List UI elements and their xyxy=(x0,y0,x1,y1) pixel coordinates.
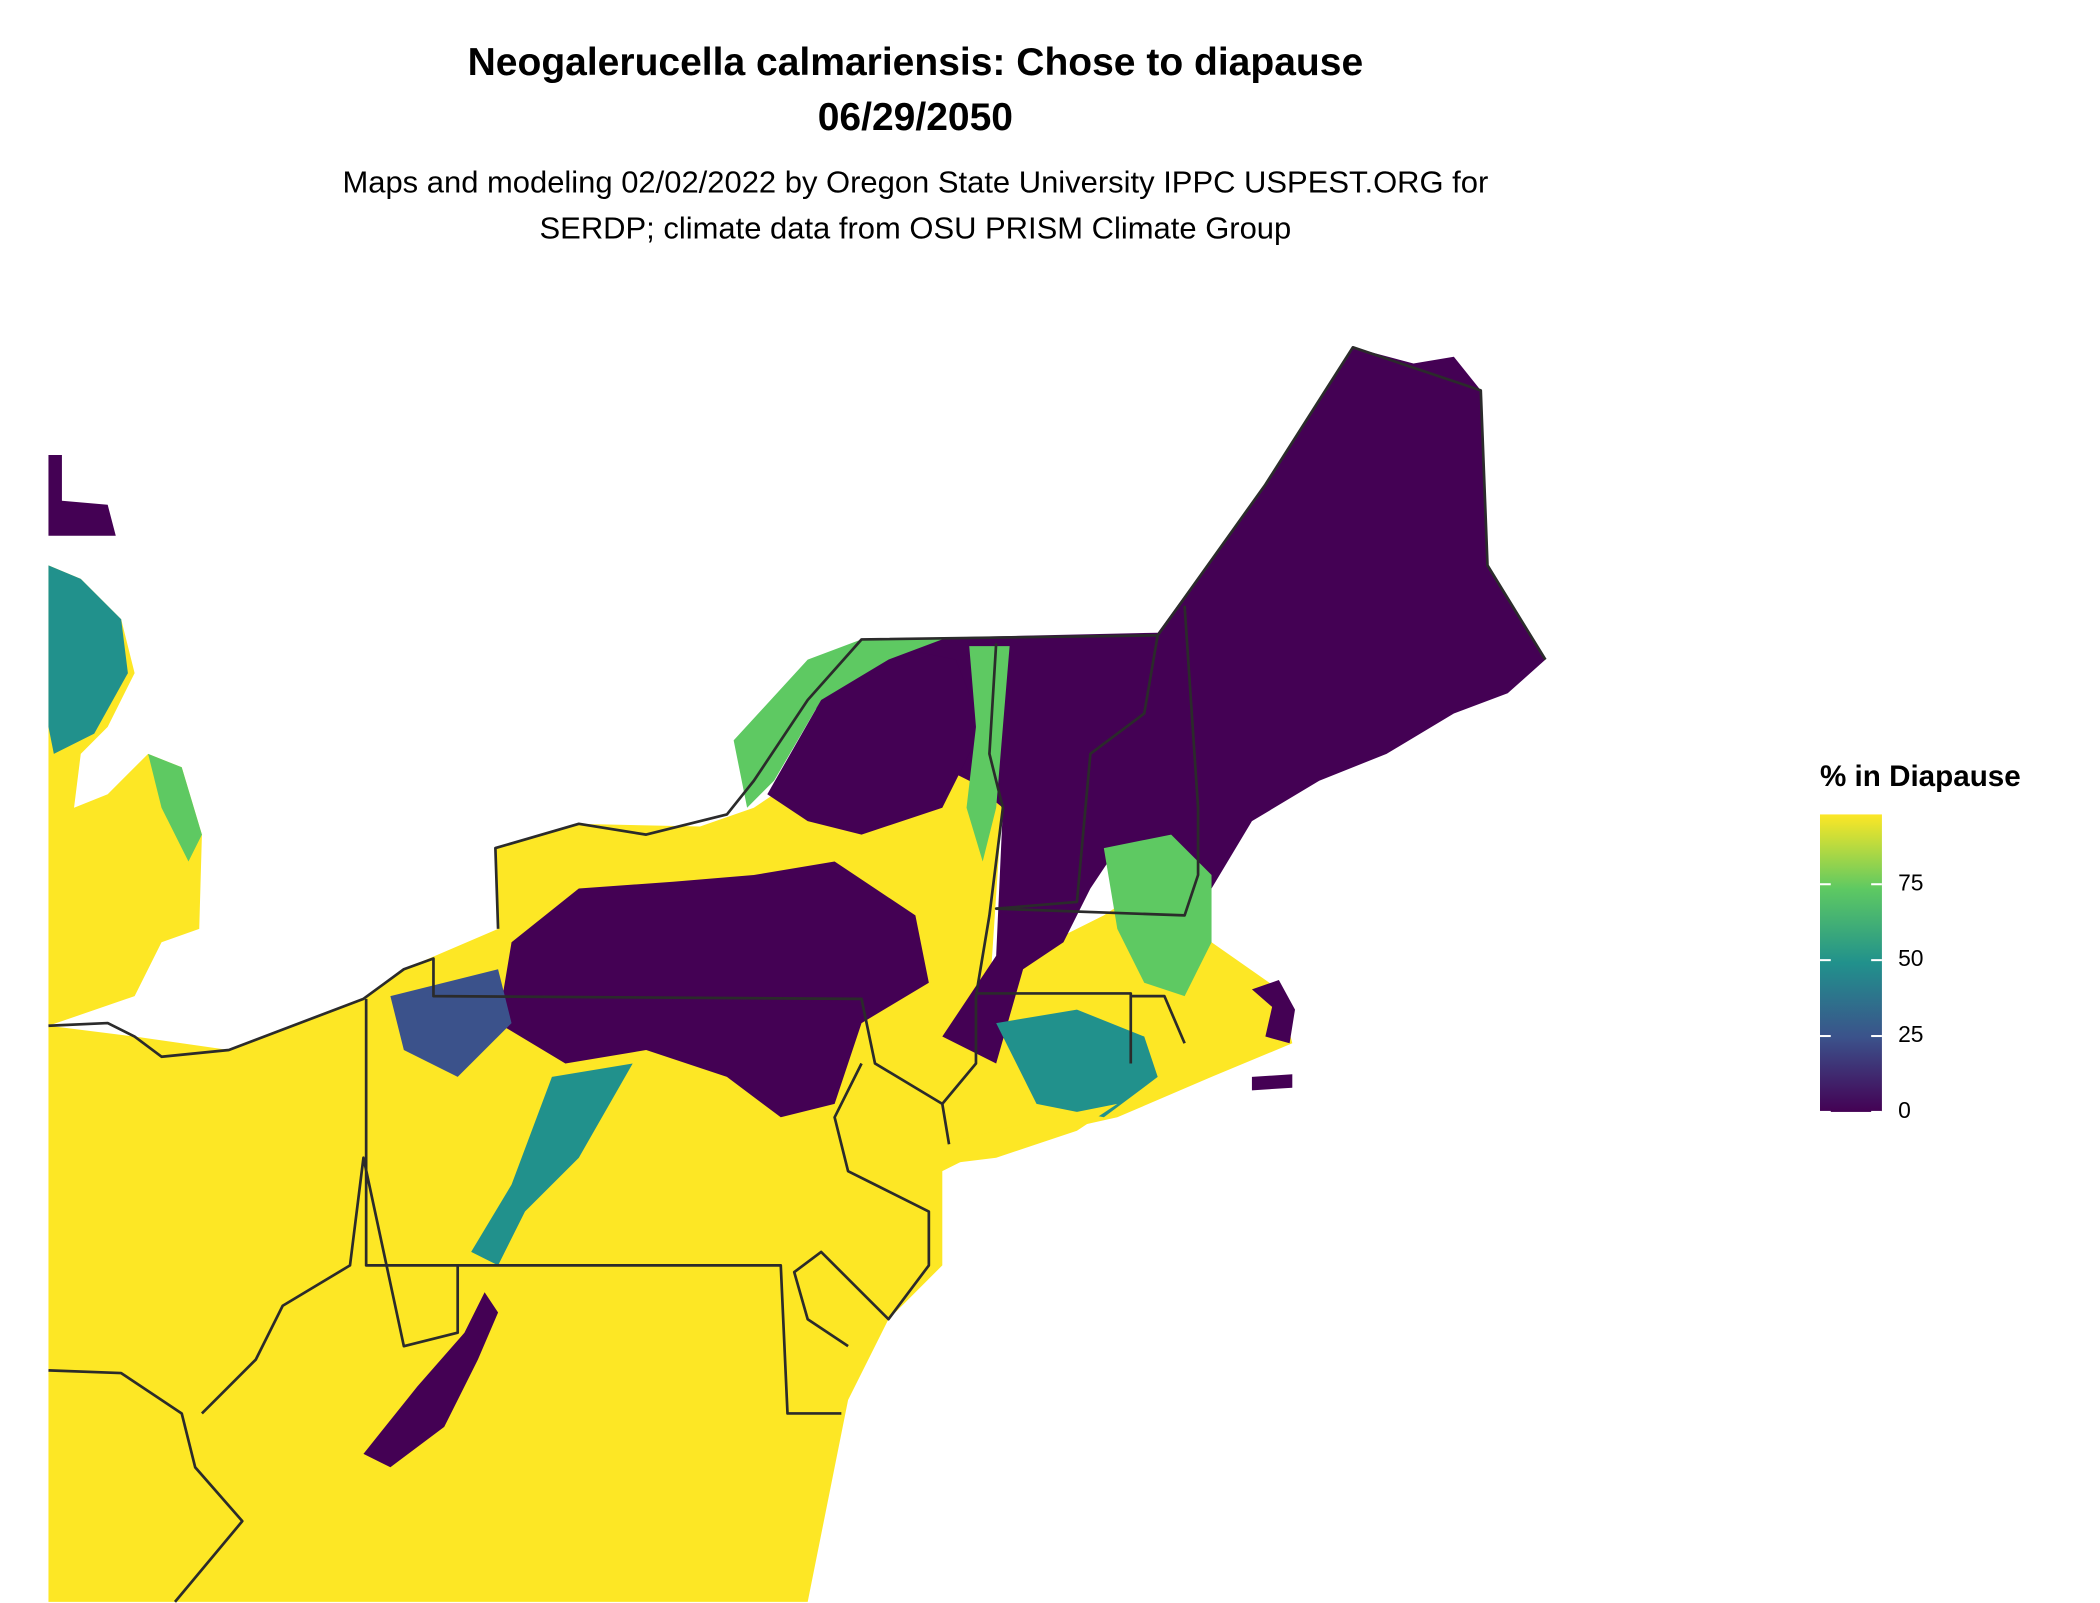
land-michigan-north xyxy=(48,565,128,754)
land-islands xyxy=(1251,1074,1293,1091)
border xyxy=(941,643,1005,1105)
border xyxy=(494,345,1547,929)
land-ne-south xyxy=(996,1009,1158,1118)
border xyxy=(200,1156,460,1415)
land-ny-north xyxy=(733,639,943,808)
colorbar xyxy=(1820,814,1882,1112)
tick-label: 25 xyxy=(1898,1021,1923,1047)
land-appalachian xyxy=(363,1292,499,1468)
border xyxy=(48,1369,244,1603)
subtitle: Maps and modeling 02/02/2022 by Oregon S… xyxy=(342,165,1488,200)
subtitle: SERDP; climate data from OSU PRISM Clima… xyxy=(540,210,1292,245)
tick-label: 75 xyxy=(1898,869,1923,895)
land-michigan-edge xyxy=(148,753,202,862)
title: Neogalerucella calmariensis: Chose to di… xyxy=(468,41,1364,84)
border xyxy=(975,992,1186,1064)
legend-title: % in Diapause xyxy=(1820,760,2021,793)
date: 06/29/2050 xyxy=(818,96,1013,139)
border xyxy=(48,957,951,1145)
border xyxy=(792,1062,931,1348)
tick-label: 0 xyxy=(1898,1097,1911,1123)
land-ny-south xyxy=(498,861,929,1118)
land-main xyxy=(48,753,1293,1602)
land-capecod xyxy=(1251,979,1295,1044)
border xyxy=(994,605,1200,917)
land-pa-ridge xyxy=(471,1063,633,1266)
state-borders xyxy=(48,345,1547,1603)
land-longisland xyxy=(942,1103,1118,1165)
land-up xyxy=(48,454,116,536)
legend: % in Diapause 0 25 50 75 xyxy=(1819,760,2021,1123)
map xyxy=(48,345,1547,1603)
tick-label: 50 xyxy=(1898,945,1923,971)
land-ny-high xyxy=(767,646,983,835)
land-northeast xyxy=(807,347,1546,1064)
header: Neogalerucella calmariensis: Chose to di… xyxy=(342,41,1488,245)
